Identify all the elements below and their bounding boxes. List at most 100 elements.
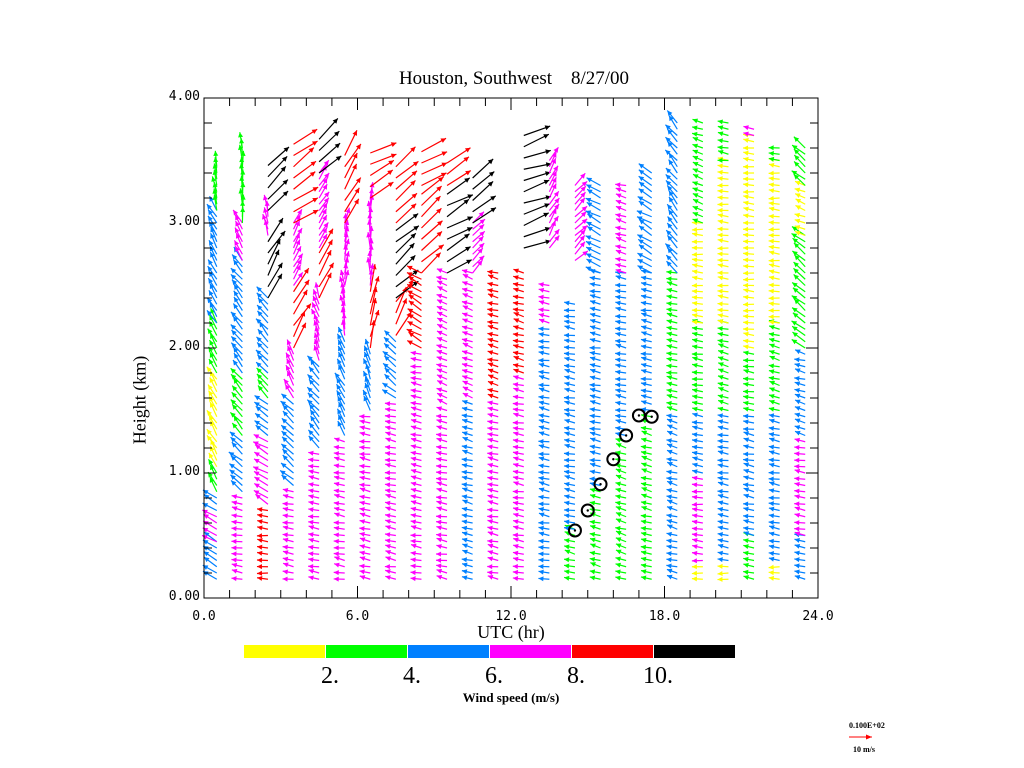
wind-vector <box>523 195 552 204</box>
wind-vector <box>333 532 345 538</box>
wind-vector <box>487 507 499 513</box>
wind-vector <box>717 362 729 368</box>
wind-vector <box>333 506 345 512</box>
wind-vector <box>256 367 269 380</box>
wind-vector <box>743 206 755 212</box>
wind-vector <box>282 506 294 512</box>
wind-vector <box>436 299 448 305</box>
wind-vector <box>256 544 269 550</box>
wind-vector <box>359 537 371 543</box>
wind-vector <box>795 204 806 212</box>
wind-vector <box>717 283 729 289</box>
wind-vector <box>395 254 416 276</box>
wind-vector <box>615 418 627 424</box>
wind-vector <box>382 350 397 361</box>
wind-vector <box>691 475 703 481</box>
wind-vector <box>794 520 806 526</box>
wind-vector <box>717 488 729 494</box>
wind-vector <box>487 543 499 549</box>
wind-vector <box>395 225 420 243</box>
wind-vector <box>384 538 396 544</box>
wind-vector <box>487 437 499 443</box>
wind-vector <box>408 331 422 343</box>
wind-vector <box>512 363 524 368</box>
wind-vector <box>333 576 345 582</box>
x-tick-label: 0.0 <box>192 609 216 624</box>
wind-vector <box>231 562 243 568</box>
wind-vector <box>513 412 524 418</box>
wind-vector <box>791 338 806 349</box>
wind-vector <box>615 543 627 549</box>
wind-vector <box>308 463 320 469</box>
wind-vector <box>308 544 320 550</box>
wind-vector <box>267 166 287 189</box>
marker-dot <box>650 415 653 418</box>
wind-vector <box>461 557 473 563</box>
wind-vector <box>666 276 678 282</box>
wind-vector <box>538 344 550 350</box>
wind-vector <box>743 431 755 437</box>
wind-vector <box>768 432 780 437</box>
wind-vector <box>436 293 448 299</box>
wind-vector <box>691 300 703 306</box>
wind-vector <box>206 435 218 449</box>
wind-vector <box>717 356 729 362</box>
wind-vector <box>383 336 397 349</box>
wind-vector <box>366 232 372 249</box>
wind-vector <box>640 437 652 443</box>
wind-vector <box>691 501 703 507</box>
wind-vector <box>333 520 345 526</box>
wind-vector <box>665 136 678 149</box>
wind-vector <box>421 137 447 153</box>
wind-vector <box>282 532 294 538</box>
wind-vector <box>717 201 729 207</box>
wind-vector <box>665 124 678 136</box>
wind-vector <box>256 507 269 513</box>
wind-vector <box>318 183 328 199</box>
wind-vector <box>538 501 550 507</box>
wind-vector <box>717 119 729 125</box>
marker-dot <box>573 529 577 532</box>
wind-vector <box>487 274 499 280</box>
wind-vector <box>513 287 524 293</box>
wind-vector <box>794 225 806 230</box>
wind-vector <box>564 325 576 330</box>
wind-vector <box>768 406 780 412</box>
wind-vector <box>666 544 678 550</box>
wind-vector <box>421 162 448 175</box>
wind-vector <box>637 196 652 205</box>
wind-vector <box>666 301 678 307</box>
wind-vector <box>231 385 243 399</box>
wind-vector <box>768 206 780 212</box>
wind-vector <box>436 481 448 487</box>
wind-vector <box>334 493 345 499</box>
wind-vector <box>336 377 346 393</box>
wind-vector <box>406 271 422 280</box>
wind-vector <box>203 556 218 568</box>
wind-vector <box>666 370 678 376</box>
wind-vector <box>538 418 550 424</box>
wind-vector <box>333 475 345 481</box>
wind-vector <box>421 151 448 164</box>
wind-vector <box>359 445 371 451</box>
wind-vector <box>743 326 755 332</box>
wind-vector <box>233 378 243 393</box>
wind-vector <box>794 254 806 268</box>
wind-vector <box>666 519 678 524</box>
wind-vector <box>487 570 499 576</box>
wind-vector <box>339 276 346 292</box>
wind-vector <box>563 345 576 351</box>
wind-vector <box>615 569 627 575</box>
wind-vector <box>446 246 471 263</box>
wind-vector <box>384 451 396 456</box>
wind-vector <box>717 444 729 450</box>
wind-vector <box>446 177 471 195</box>
wind-vector <box>461 431 473 437</box>
wind-vector <box>794 574 806 580</box>
wind-vector <box>743 389 755 395</box>
wind-vector <box>202 489 218 499</box>
wind-vector <box>768 325 780 330</box>
wind-vector <box>256 373 269 386</box>
wind-vector <box>743 482 755 488</box>
wind-vector <box>436 544 448 549</box>
